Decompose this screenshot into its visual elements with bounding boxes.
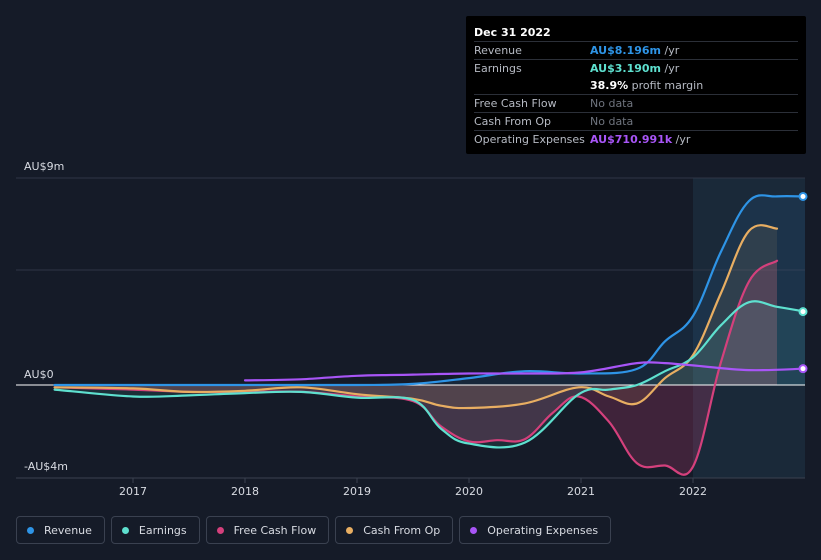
- tooltip-label: Cash From Op: [474, 115, 552, 128]
- tooltip-unit: /yr: [661, 62, 680, 75]
- legend-item-earnings[interactable]: Earnings: [110, 516, 200, 544]
- highlight-region: [693, 178, 805, 478]
- tooltip-margin-value: 38.9%: [590, 79, 629, 92]
- operating-expenses-dot-icon: [470, 526, 478, 534]
- cfo-line: [53, 224, 779, 410]
- tooltip-label: Revenue: [474, 44, 522, 57]
- tooltip-unit: profit margin: [628, 79, 704, 92]
- tooltip-row-fcf: Free Cash Flow No data: [474, 94, 798, 112]
- tooltip-row-revenue: Revenue AU$8.196m /yr: [474, 41, 798, 59]
- earnings-line: [53, 300, 807, 449]
- y-tick-label-top: AU$9m: [24, 160, 64, 173]
- opex-line: [243, 361, 807, 382]
- revenue-dot-icon: [27, 526, 34, 534]
- revenue-endpoint: [798, 191, 808, 201]
- legend-label: Revenue: [44, 523, 92, 537]
- series-lines: [53, 194, 807, 476]
- legend-item-cash-from-op[interactable]: Cash From Op: [335, 516, 454, 544]
- x-tick-label: 2017: [119, 485, 147, 498]
- tooltip-row-cfo: Cash From Op No data: [474, 112, 798, 130]
- tooltip-row-earnings: Earnings AU$3.190m /yr: [474, 59, 798, 77]
- legend-item-revenue[interactable]: Revenue: [16, 516, 105, 544]
- tooltip-fcf-value: No data: [590, 97, 634, 110]
- legend-item-operating-expenses[interactable]: Operating Expenses: [459, 516, 612, 544]
- tooltip-date: Dec 31 2022: [474, 26, 551, 39]
- tooltip-label: Operating Expenses: [474, 133, 585, 146]
- tooltip-earnings-value: AU$3.190m: [590, 62, 662, 75]
- x-tick-label: 2022: [679, 485, 707, 498]
- revenue-area: [54, 195, 806, 386]
- earnings-endpoint: [798, 307, 808, 317]
- legend-label: Cash From Op: [363, 523, 441, 537]
- earnings-dot-icon: [121, 526, 129, 534]
- tooltip-unit: /yr: [672, 133, 691, 146]
- tooltip-revenue-value: AU$8.196m: [590, 44, 662, 57]
- free-cash-flow-dot-icon: [216, 526, 224, 534]
- tooltip-panel: Dec 31 2022 Revenue AU$8.196m /yr Earnin…: [466, 16, 806, 154]
- tooltip-label: Free Cash Flow: [474, 97, 557, 110]
- x-tick-label: 2021: [567, 485, 595, 498]
- legend-label: Free Cash Flow: [233, 523, 317, 537]
- opex-endpoint: [798, 364, 808, 374]
- x-tick-label: 2019: [343, 485, 371, 498]
- tooltip-unit: /yr: [661, 44, 680, 57]
- tooltip-cfo-value: No data: [590, 115, 634, 128]
- tooltip-label: Earnings: [474, 62, 522, 75]
- series-endpoints: [798, 191, 808, 374]
- tooltip-row-margin: 38.9% profit margin: [474, 77, 798, 94]
- y-tick-label-zero: AU$0: [24, 368, 54, 381]
- y-tick-label-bottom: -AU$4m: [24, 460, 68, 473]
- x-axis-ticks: 2017 2018 2019 2020 2021 2022: [119, 478, 707, 498]
- cash-from-op-dot-icon: [346, 526, 354, 534]
- legend-label: Operating Expenses: [487, 523, 599, 537]
- tooltip-row-opex: Operating Expenses AU$710.991k /yr: [474, 130, 798, 148]
- x-tick-label: 2018: [231, 485, 259, 498]
- area-fills: [54, 195, 806, 475]
- tooltip-opex-value: AU$710.991k: [590, 133, 673, 146]
- legend-item-free-cash-flow[interactable]: Free Cash Flow: [205, 516, 330, 544]
- legend: Revenue Earnings Free Cash Flow Cash Fro…: [16, 516, 612, 546]
- legend-label: Earnings: [138, 523, 187, 537]
- x-tick-label: 2020: [455, 485, 483, 498]
